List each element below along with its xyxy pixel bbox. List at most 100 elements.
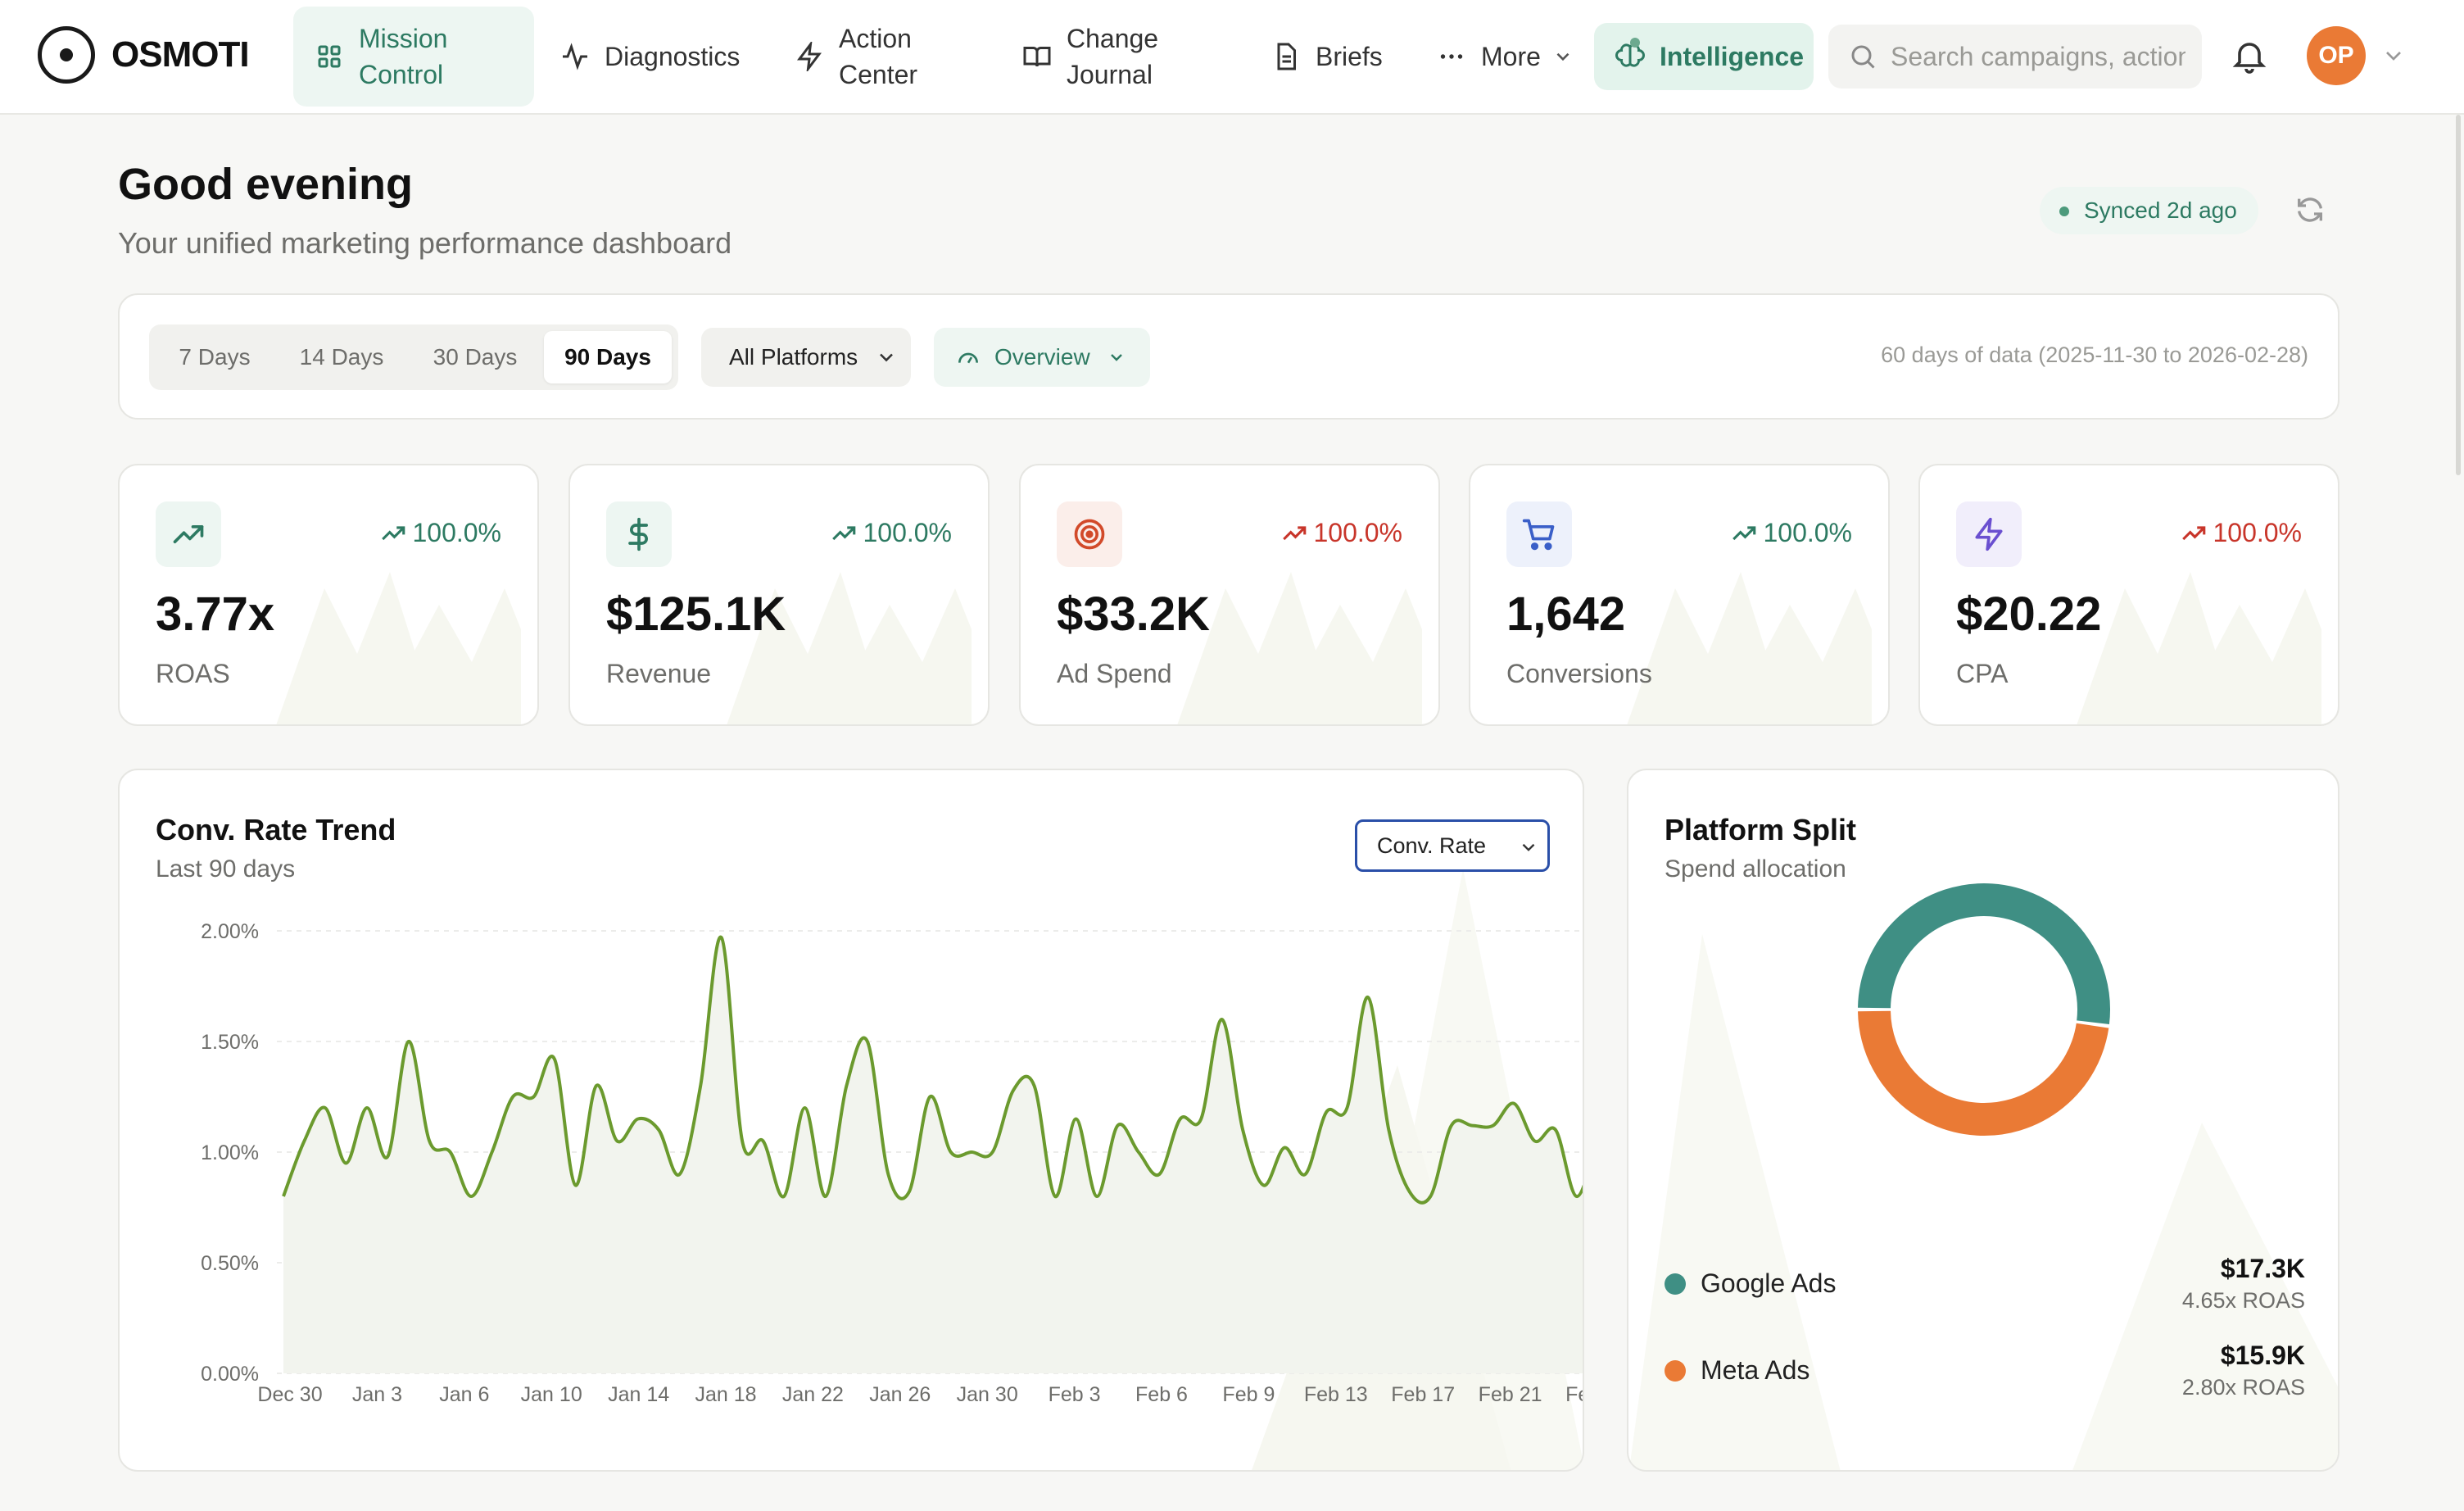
decorative-peak [2072,1123,2338,1470]
x-tick-label: Jan 3 [352,1383,402,1406]
search-box[interactable] [1828,25,2202,88]
x-tick-label: Feb 26 [1565,1383,1584,1406]
trend-arrow-icon [1732,525,1756,540]
kpi-delta-value: 100.0% [2213,518,2302,547]
range-30-days[interactable]: 30 Days [433,344,518,370]
page-subtitle: Your unified marketing performance dashb… [118,226,732,260]
nav-label: Briefs [1316,42,1383,71]
nav-label: Action Center [839,24,918,89]
legend-value: $15.9K [2220,1341,2305,1370]
y-tick-label: 0.50% [201,1252,259,1275]
kpi-label: CPA [1956,659,2009,688]
platform-split-card: Platform Split Spend allocation Google A… [1627,769,2339,1472]
legend-meta-ads: Meta Ads $15.9K 2.80x ROAS [1665,1341,2305,1411]
kpi-delta: 100.0% [2180,518,2302,548]
donut-slice-google-ads [1858,883,2110,1025]
refresh-icon[interactable] [2294,193,2326,226]
logo[interactable]: OSMOTI [38,26,250,84]
nav-intelligence[interactable]: Intelligence [1594,23,1814,90]
nav-action-center[interactable]: Action Center [795,7,937,107]
range-90-days[interactable]: 90 Days [544,331,672,383]
view-select[interactable]: Overview [934,328,1150,387]
nav-more[interactable]: More [1437,7,1574,107]
nav-label: Intelligence [1660,42,1805,71]
x-tick-label: Feb 6 [1135,1383,1188,1406]
kpi-delta: 100.0% [830,518,952,548]
kpi-value: 1,642 [1506,588,1626,641]
platform-donut-chart [1628,883,2338,1470]
line-area [283,937,1583,1373]
nav-label: More [1481,42,1541,71]
kpi-delta-value: 100.0% [1763,518,1852,547]
x-tick-label: Jan 10 [521,1383,582,1406]
book-icon [1023,47,1051,67]
x-tick-label: Dec 30 [257,1383,322,1406]
trend-arrow-icon [2182,525,2206,540]
trend-chart: 0.00% 0.50% 1.00% 1.50% 2.00% Dec 30 Jan 3 Jan … [201,869,1584,1470]
nav-diagnostics[interactable]: Diagnostics [560,7,740,107]
chevron-down-icon [1522,843,1535,851]
nav-briefs[interactable]: Briefs [1271,7,1383,107]
more-icon [1440,54,1463,59]
series-line [282,935,1583,1205]
scrollbar[interactable] [2456,115,2461,475]
kpi-delta: 100.0% [1730,518,1852,548]
document-icon [1277,43,1296,70]
trend-subtitle: Last 90 days [156,855,296,883]
legend-roas: 2.80x ROAS [2181,1375,2305,1400]
kpi-card-ad-spend[interactable]: 100.0% $33.2K Ad Spend [1019,464,1440,726]
decorative-peak [1628,934,1841,1470]
legend-dot [1665,1273,1686,1295]
kpi-delta: 100.0% [1280,518,1402,548]
legend-dot [1665,1360,1686,1382]
kpi-card-cpa[interactable]: 100.0% $20.22 CPA [1918,464,2339,726]
kpi-label: ROAS [156,659,230,688]
chevron-down-icon [1556,52,1569,61]
decorative-peaks [1627,572,1872,724]
kpi-delta-value: 100.0% [412,518,501,547]
grid-icon [318,45,341,68]
metric-select-value: Conv. Rate [1377,833,1487,858]
dollar-icon [606,501,672,567]
brain-icon [1615,43,1645,67]
legend-google-ads: Google Ads $17.3K 4.65x ROAS [1665,1254,2305,1324]
data-range-note: 60 days of data (2025-11-30 to 2026-02-2… [1881,343,2308,367]
kpi-value: $125.1K [606,588,786,641]
x-tick-label: Feb 3 [1049,1383,1101,1406]
bell-icon[interactable] [2230,36,2269,75]
activity-icon [563,43,587,70]
target-icon [1057,501,1122,567]
trend-arrow-icon [1283,525,1307,540]
kpi-card-roas[interactable]: 100.0% 3.77x ROAS [118,464,539,726]
conv-rate-trend-card: 0.00% 0.50% 1.00% 1.50% 2.00% Dec 30 Jan 3 Jan … [118,769,1584,1472]
nav-label: Change Journal [1067,24,1159,89]
nav-label: Mission Control [359,24,448,89]
brand-name: OSMOTI [111,34,250,75]
kpi-label: Conversions [1506,659,1652,688]
gauge-icon [958,352,978,364]
x-tick-label: Jan 6 [439,1383,489,1406]
decorative-peaks [276,572,521,724]
chevron-down-icon[interactable] [2380,43,2407,69]
x-tick-label: Jan 14 [608,1383,669,1406]
x-tick-label: Feb 13 [1304,1383,1368,1406]
x-tick-label: Feb 17 [1391,1383,1455,1406]
x-tick-label: Feb 21 [1479,1383,1542,1406]
trend-arrow-icon [382,525,405,540]
nav-mission-control[interactable]: Mission Control [293,7,534,107]
platform-select[interactable]: All Platforms [701,328,911,387]
decorative-peaks [727,572,972,724]
kpi-card-revenue[interactable]: 100.0% $125.1K Revenue [568,464,990,726]
range-7-days[interactable]: 7 Days [179,344,251,370]
kpi-value: $33.2K [1057,588,1211,641]
kpi-label: Ad Spend [1057,659,1172,688]
search-input[interactable] [1891,41,2185,72]
metric-select[interactable]: Conv. Rate [1355,819,1550,872]
zap-icon [1956,501,2022,567]
decorative-peaks [2077,572,2321,724]
nav-change-journal[interactable]: Change Journal [1022,7,1181,107]
range-14-days[interactable]: 14 Days [299,344,384,370]
avatar[interactable]: OP [2307,26,2366,85]
y-tick-label: 0.00% [201,1363,259,1386]
kpi-card-conversions[interactable]: 100.0% 1,642 Conversions [1469,464,1890,726]
